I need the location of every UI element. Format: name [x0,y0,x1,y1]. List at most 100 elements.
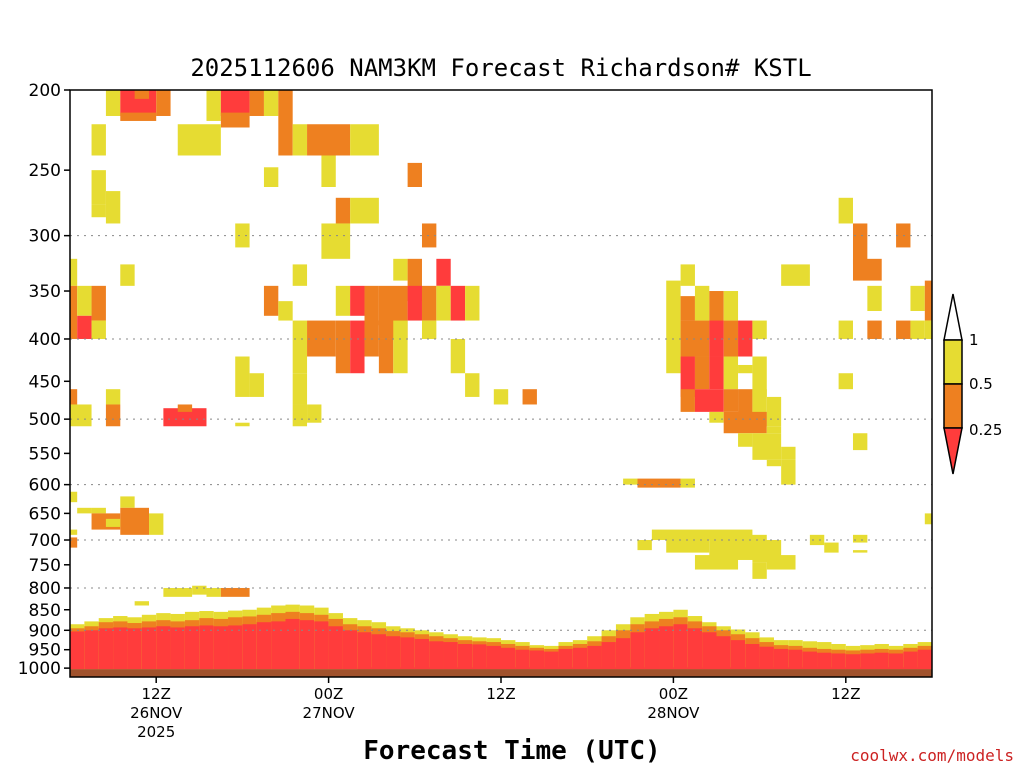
surface-band-red [486,645,501,670]
ri-cell [910,320,925,339]
surface-band-red [70,631,85,670]
ri-cell [120,112,157,121]
y-tick-label: 650 [29,504,61,524]
y-axis: 200 250 300 350 400 450 500 550 600 650 700 750 8008… [18,81,70,679]
surface-band-red [702,632,717,670]
ri-cell [249,90,264,116]
x-tick-label: 00Z [314,685,343,703]
surface-band-red [644,628,660,670]
ri-cell [357,667,932,670]
colorbar-label: 0.25 [969,421,1002,439]
surface-band-red [314,621,329,670]
ri-cell [766,396,782,427]
ri-cell [263,167,279,187]
ri-cell [307,320,336,357]
surface-band-red [917,649,932,670]
x-tick-label: 12Z [831,685,860,703]
ri-cell [752,562,767,579]
surface-band-red [659,626,674,670]
ri-cell [192,585,207,595]
ri-cell [321,223,351,259]
ri-cell [766,555,796,570]
surface-band-red [213,626,229,670]
ri-cell [220,112,250,128]
surface-band-red [903,651,918,670]
ri-cell [407,162,422,187]
ri-cell [105,404,121,427]
y-tick-label: 900 [29,621,61,641]
ri-cell [838,320,853,339]
ri-cell [120,507,150,535]
ri-cell [70,404,92,427]
ri-cell [680,389,695,412]
ri-cell [70,285,78,339]
ri-cell [709,356,724,390]
ri-cell [723,291,739,321]
surface-band-red [285,618,300,670]
ri-cell [134,601,150,606]
surface-band-red [98,628,114,670]
surface-band-red [472,644,487,670]
ri-cell [867,320,882,339]
surface-band-red [414,638,430,670]
ri-cell [694,555,739,570]
ri-cell [105,389,121,405]
ri-cell [852,223,868,265]
plot-area [70,90,932,677]
surface-band-red [299,620,315,670]
ri-cell [809,534,825,546]
ri-cell [493,389,509,405]
surface-band-red [687,628,703,670]
surface-band-red [831,653,846,670]
ri-cell [924,280,932,321]
surface-band-red [788,649,803,670]
ri-cell [680,264,695,286]
ri-cell [249,373,264,397]
ri-cell [91,124,106,156]
ri-cell [91,170,106,205]
ri-cell [163,587,193,597]
ri-cell [738,364,753,374]
ri-cell [350,285,365,316]
ri-cell [766,459,782,467]
ri-cell [637,478,681,488]
ri-cell [407,285,422,321]
ri-cell [378,338,394,374]
surface-band-red [615,638,631,670]
y-tick-label: 800 [29,579,61,599]
credit-text: coolwx.com/models [850,746,1014,765]
ri-cell [235,422,250,427]
y-tick-label: 600 [29,476,61,496]
x-tick-label: 2025 [137,723,175,741]
surface-band-red [601,642,616,670]
ri-cell [666,537,710,553]
surface-band-red [271,621,286,670]
ri-cell [70,258,78,286]
y-tick-label: 250 [29,161,61,181]
surface-band-red [759,646,774,670]
colorbar-segment-yellow [943,339,963,385]
ri-cell [335,320,351,374]
x-tick-label: 12Z [142,685,171,703]
ri-cell [91,285,106,321]
ri-cell [134,90,150,99]
ri-cell [910,285,925,311]
y-tick-label: 300 [29,227,61,247]
x-tick-label: 28NOV [647,704,700,722]
ri-cell [694,285,710,321]
surface-band-red [773,648,789,670]
surface-band-red [860,653,875,670]
y-tick-label: 1000 [18,659,61,679]
y-tick-label: 500 [29,410,61,430]
ri-cell [91,507,106,514]
y-tick-label: 550 [29,444,61,464]
ri-cell [177,124,221,156]
ri-cell [105,191,121,224]
ri-cell [436,285,451,321]
ri-cell [738,320,753,357]
ri-cell [723,356,739,390]
ri-cell [680,478,695,488]
ri-cell [781,264,810,286]
ri-cell [120,496,135,508]
ri-cell [235,356,250,397]
